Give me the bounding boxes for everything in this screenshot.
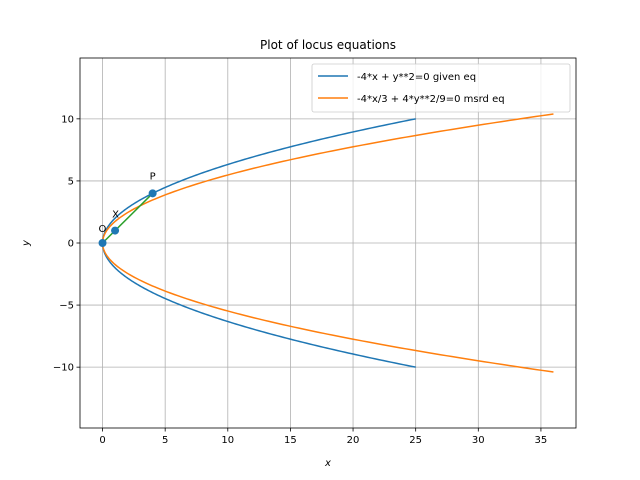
ticks: 0 5 10 15 20 25 30 35 −10 −5 0 5 10 [53, 114, 547, 446]
point-p-label: P [150, 171, 156, 182]
y-tick-label: 10 [61, 114, 74, 125]
point-o-label: O [99, 224, 107, 235]
x-tick-label: 20 [347, 435, 360, 446]
segments [102, 192, 154, 244]
y-tick-label: 0 [68, 239, 74, 250]
x-tick-label: 0 [99, 435, 105, 446]
x-tick-label: 35 [535, 435, 548, 446]
x-tick-label: 5 [162, 435, 168, 446]
legend-label-msrd-eq: -4*x/3 + 4*y**2/9=0 msrd eq [357, 94, 505, 105]
point-x-marker [111, 226, 120, 235]
grid [80, 58, 576, 428]
point-x-label: X [112, 210, 119, 221]
legend: -4*x + y**2=0 given eq -4*x/3 + 4*y**2/9… [311, 63, 571, 113]
y-tick-label: −5 [59, 301, 74, 312]
x-tick-label: 15 [284, 435, 297, 446]
y-axis-label: y [21, 239, 32, 247]
x-tick-label: 10 [221, 435, 234, 446]
x-tick-label: 30 [472, 435, 485, 446]
point-o-marker [98, 239, 107, 247]
chart-title: Plot of locus equations [260, 38, 396, 52]
x-axis-label: x [324, 458, 331, 469]
construction-segments [102, 192, 154, 244]
point-p-marker [148, 189, 157, 198]
legend-label-given-eq: -4*x + y**2=0 given eq [357, 72, 476, 83]
x-tick-label: 25 [409, 435, 422, 446]
legend-box [311, 63, 571, 113]
y-tick-label: 5 [68, 176, 74, 187]
points: OX P [98, 171, 157, 247]
y-tick-label: −10 [53, 363, 74, 374]
